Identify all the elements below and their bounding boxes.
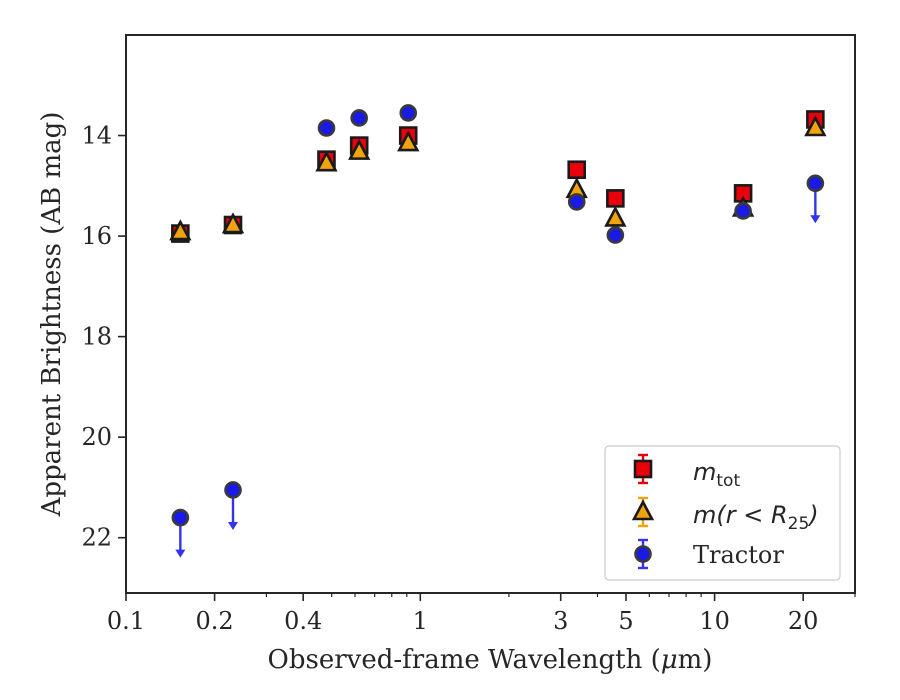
point-circle-2-7 [734, 202, 752, 220]
data-marks [169, 104, 827, 558]
x-axis-label-mu: μ [661, 645, 678, 675]
point-triangle-1-0 [169, 219, 192, 241]
legend-marker-triangle [631, 499, 655, 521]
legend-marker-circle [634, 545, 652, 563]
axis-ticks: 0.1 0.2 0.4 1 3 5 10 20 14 16 18 20 22 [81, 122, 856, 635]
point-circle-2-8 [806, 174, 825, 193]
y-tick-label-4: 22 [81, 524, 112, 552]
point-square-0-5 [567, 160, 587, 180]
legend-mtot-sub: tot [716, 471, 740, 491]
x-tick-label-0: 0.1 [107, 607, 145, 635]
x-tick-label-3: 1 [413, 607, 428, 635]
point-triangle-1-3 [348, 138, 371, 160]
x-tick-label-2: 0.4 [284, 607, 322, 635]
y-tick-label-1: 16 [81, 222, 112, 250]
y-tick-label-2: 18 [81, 323, 112, 351]
point-triangle-1-6 [604, 205, 627, 227]
legend-box [604, 445, 841, 581]
x-axis-label-suffix: m) [678, 645, 713, 675]
x-tick-label-1: 0.2 [196, 607, 234, 635]
point-triangle-1-1 [221, 212, 245, 234]
y-tick-label-0: 14 [81, 122, 112, 150]
plot-frame [125, 34, 856, 594]
upper-limit-arrowhead-2-8 [810, 215, 821, 224]
point-triangle-1-4 [397, 130, 420, 152]
point-circle-2-1 [224, 481, 242, 499]
upper-limit-arrowhead-2-0 [175, 549, 186, 558]
point-circle-2-6 [606, 226, 625, 244]
legend-label-mr25: m(r < R25) [693, 501, 819, 534]
point-triangle-1-8 [804, 115, 827, 137]
point-triangle-1-2 [315, 150, 338, 172]
x-tick-label-6: 10 [699, 607, 730, 635]
y-axis-label: Apparent Brightness (AB mag) [37, 112, 67, 518]
legend-label-tractor: Tractor [693, 541, 784, 569]
legend-markers [631, 453, 655, 570]
legend-label-mtot: mtot [693, 458, 740, 491]
legend-marker-square [633, 459, 653, 479]
point-circle-2-5 [567, 193, 586, 211]
point-circle-2-4 [399, 104, 418, 122]
legend: mtot m(r < R25) Tractor [604, 445, 841, 581]
point-square-0-6 [606, 189, 625, 208]
legend-mr25-pre: m(r < R [693, 501, 788, 529]
legend-mtot-base: m [693, 458, 716, 486]
x-axis-label-prefix: Observed-frame Wavelength ( [268, 645, 661, 675]
point-circle-2-0 [171, 508, 190, 527]
x-tick-label-4: 3 [553, 607, 568, 635]
y-tick-label-3: 20 [81, 423, 112, 451]
x-tick-label-7: 20 [788, 607, 819, 635]
upper-limit-arrowhead-2-1 [228, 521, 239, 530]
legend-mr25-sub: 25 [788, 514, 810, 534]
legend-mr25-post: ) [807, 501, 818, 529]
x-tick-label-5: 5 [618, 607, 633, 635]
point-circle-2-2 [317, 119, 336, 137]
point-circle-2-3 [350, 109, 368, 127]
x-axis-label: Observed-frame Wavelength (μm) [268, 645, 713, 675]
